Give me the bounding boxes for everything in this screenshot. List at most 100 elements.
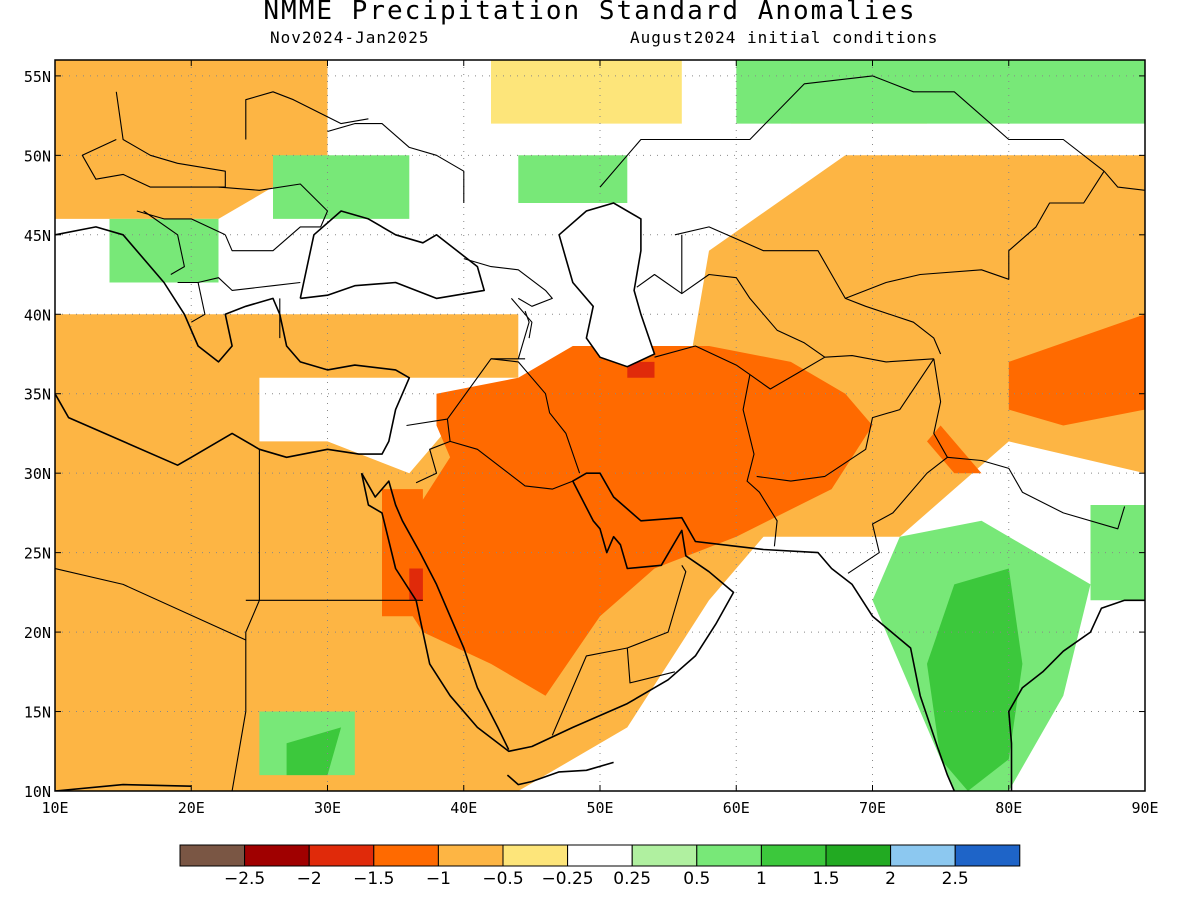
lon-tick-label: 70E — [859, 799, 886, 817]
lon-tick-label: 40E — [450, 799, 477, 817]
lat-tick-label: 15N — [24, 704, 51, 722]
country-border — [599, 75, 1105, 188]
colorbar-label: 1 — [756, 869, 767, 889]
coastline — [55, 226, 411, 467]
colorbar-label: −2.5 — [224, 869, 265, 889]
lon-tick-label: 20E — [178, 799, 205, 817]
colorbar-label: −2 — [297, 869, 322, 889]
country-border — [81, 91, 226, 188]
country-border — [551, 647, 628, 736]
coastline — [299, 210, 486, 300]
lat-tick-label: 50N — [24, 147, 51, 165]
anomaly-region — [109, 218, 219, 283]
chart-title: NMME Precipitation Standard Anomalies — [263, 0, 917, 26]
colorbar-swatch — [567, 844, 633, 867]
country-border — [510, 298, 533, 339]
lat-tick-label: 30N — [24, 465, 51, 483]
country-border — [143, 210, 185, 275]
colorbar-swatch — [631, 844, 698, 867]
anomaly-region — [273, 155, 410, 219]
anomaly-region — [518, 155, 628, 203]
anomaly-region — [627, 361, 655, 378]
country-border — [231, 449, 260, 791]
country-border — [327, 123, 465, 203]
coastline — [360, 472, 510, 751]
lat-tick-label: 45N — [24, 227, 51, 245]
country-border — [136, 210, 226, 236]
graticule — [55, 60, 1145, 791]
colorbar-label: −0.25 — [542, 869, 594, 889]
country-border — [191, 282, 206, 323]
coastline — [360, 472, 956, 791]
anomaly-region — [55, 60, 328, 219]
colorbar-swatch — [760, 844, 827, 867]
country-border — [845, 297, 942, 355]
coastline — [506, 761, 614, 786]
colorbar-label: −1 — [426, 869, 451, 889]
colorbar-swatch — [373, 844, 439, 867]
country-border — [1103, 170, 1145, 191]
anomaly-region — [927, 568, 1023, 791]
country-border — [218, 183, 329, 252]
lon-tick-label: 50E — [586, 799, 613, 817]
longitude-axis: 10E 20E 30E 40E 50E 60E 70E 80E 90E — [41, 60, 1159, 817]
country-border — [490, 358, 581, 474]
country-border — [742, 374, 778, 547]
country-border — [674, 170, 1105, 299]
country-border — [517, 310, 530, 359]
colorbar-swatch — [179, 844, 246, 867]
colorbar-swatch — [437, 844, 504, 867]
anomaly-region — [409, 568, 423, 601]
colorbar-swatch — [502, 844, 569, 867]
colorbar-label: 2.5 — [942, 869, 969, 889]
colorbar: −2.5 −2 −1.5 −1 −0.5 −0.25 0.25 0.5 1 1.5 2 2.5 — [179, 844, 1021, 889]
colorbar-swatch — [890, 844, 956, 867]
country-border — [463, 258, 553, 307]
lat-tick-label: 35N — [24, 386, 51, 404]
coastline — [1007, 599, 1145, 791]
initial-conditions-subtitle: August2024 initial conditions — [630, 28, 939, 47]
caspian-sea — [558, 202, 656, 368]
country-border — [847, 358, 948, 574]
lat-tick-label: 55N — [24, 68, 51, 86]
country-border — [55, 567, 247, 641]
colorbar-label: 0.25 — [613, 869, 651, 889]
border-layer — [55, 75, 1145, 791]
lon-tick-label: 90E — [1131, 799, 1158, 817]
colorbar-label: 0.5 — [683, 869, 710, 889]
anomaly-region — [245, 314, 519, 378]
colorbar-swatch — [308, 844, 375, 867]
colorbar-swatch — [825, 844, 892, 867]
anomaly-region — [927, 425, 982, 474]
colorbar-swatch — [244, 844, 310, 867]
country-border — [245, 91, 369, 140]
anomaly-region — [491, 60, 682, 124]
country-border — [177, 277, 301, 291]
latitude-axis: 10N 15N 20N 25N 30N 35N 40N 45N 50N 55N — [24, 68, 1145, 801]
period-subtitle: Nov2024-Jan2025 — [270, 28, 430, 47]
country-border — [446, 419, 573, 490]
lat-tick-label: 25N — [24, 545, 51, 563]
lat-tick-label: 10N — [24, 783, 51, 801]
colorbar-label: −0.5 — [482, 869, 523, 889]
colorbar-swatch — [696, 844, 762, 867]
colorbar-swatch — [954, 844, 1021, 867]
lon-tick-label: 80E — [995, 799, 1022, 817]
coastline-layer — [55, 202, 1145, 791]
country-border — [415, 440, 451, 484]
lat-tick-label: 40N — [24, 306, 51, 324]
coastline — [55, 783, 192, 791]
anomaly-region — [1008, 314, 1145, 426]
anomaly-region — [1090, 505, 1145, 601]
colorbar-label: 1.5 — [812, 869, 839, 889]
lat-tick-label: 20N — [24, 624, 51, 642]
country-border — [626, 565, 687, 684]
anomaly-region — [382, 346, 873, 696]
country-border — [756, 358, 935, 482]
colorbar-label: 2 — [885, 869, 896, 889]
colorbar-label: −1.5 — [353, 869, 394, 889]
lon-tick-label: 30E — [314, 799, 341, 817]
country-border — [654, 345, 751, 376]
country-border — [947, 456, 1126, 530]
